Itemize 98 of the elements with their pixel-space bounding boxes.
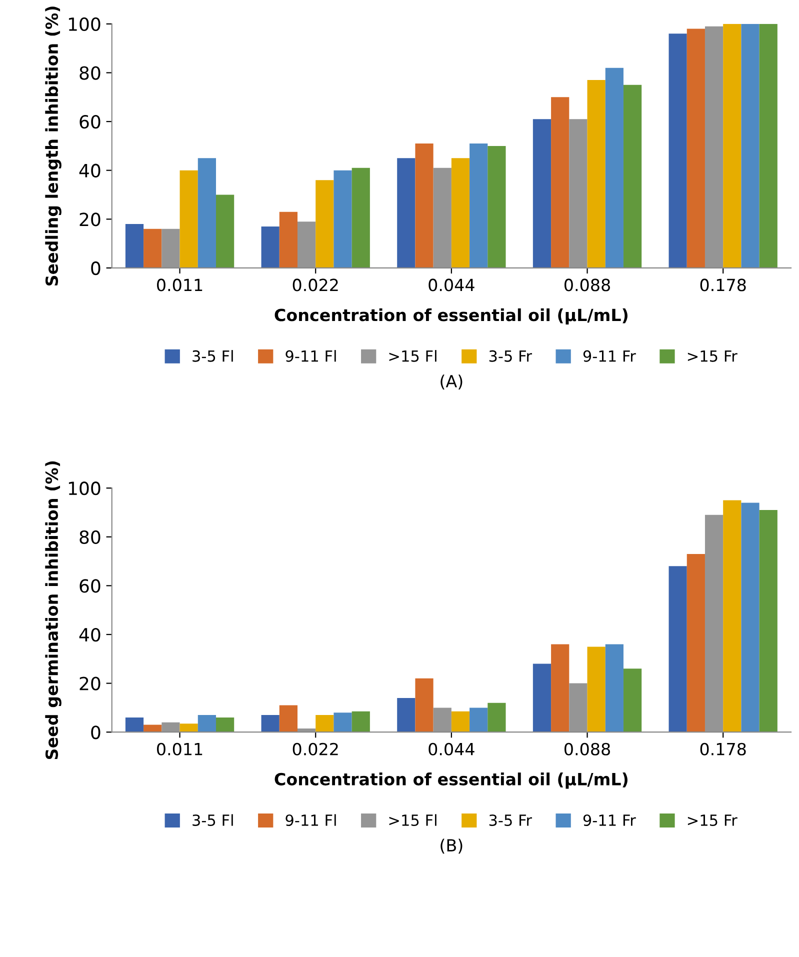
x-tick-label: 0.088: [564, 278, 610, 292]
y-tick-label: 60: [80, 579, 100, 593]
legend-label: >15 Fr: [688, 814, 738, 826]
bar: [433, 708, 452, 732]
y-tick-label: 40: [79, 628, 100, 642]
bar: [162, 722, 180, 732]
bar: [397, 158, 416, 268]
bar: [125, 224, 144, 268]
y-tick-label: 20: [80, 676, 100, 690]
bar: [216, 717, 234, 732]
x-tick-label: 0.178: [700, 742, 746, 756]
bar: [741, 502, 760, 732]
bar: [180, 170, 198, 268]
bar: [180, 724, 198, 732]
bar: [125, 717, 144, 732]
bar: [451, 158, 470, 268]
y-tick-label: 20: [80, 212, 100, 226]
text: (B): [440, 838, 462, 854]
x-tick-label: 0.044: [428, 278, 474, 292]
bar: [668, 566, 687, 732]
x-axis-title: Concentration of essential oil (µL/mL): [274, 772, 628, 789]
bar: [415, 678, 434, 732]
x-tick-label: 0.022: [292, 742, 338, 756]
y-tick-label: 0: [91, 261, 100, 276]
legend-label: 3-5 Fr: [489, 350, 532, 362]
bar: [488, 146, 506, 268]
legend-label: 9-11 Fr: [583, 350, 636, 362]
bar: [686, 554, 705, 732]
legend-label: 3-5 Fr: [489, 814, 532, 826]
bar: [723, 500, 742, 732]
bar: [334, 170, 352, 268]
bar: [587, 80, 606, 268]
bar: [704, 514, 724, 732]
bar: [316, 180, 334, 268]
bar: [198, 715, 216, 732]
y-axis-title: Seedling length inhibition (%): [45, 6, 62, 286]
bar: [686, 28, 705, 268]
x-tick-label: 0.088: [564, 742, 610, 756]
x-tick-label: 0.044: [428, 742, 474, 756]
bar: [759, 510, 778, 732]
y-tick-label: 80: [80, 66, 100, 80]
bar: [605, 68, 624, 268]
bar: [216, 194, 234, 268]
bar: [723, 24, 742, 268]
y-tick-label: 0: [91, 726, 100, 740]
x-tick-label: 0.011: [157, 278, 202, 292]
text: (A): [440, 374, 462, 390]
bar: [279, 212, 298, 268]
bar: [668, 34, 687, 268]
bar: [704, 26, 724, 268]
legend-label: >15 Fl: [389, 814, 436, 826]
legend-label: 3-5 Fl: [192, 350, 233, 362]
bar: [569, 683, 588, 732]
bar: [198, 158, 216, 268]
legend-label: >15 Fr: [688, 350, 738, 362]
bar: [470, 144, 488, 268]
legend-label: 9-11 Fl: [286, 814, 336, 826]
y-tick-label: 100: [68, 482, 100, 496]
y-tick-label: 40: [79, 164, 100, 178]
bar: [759, 24, 778, 268]
bar: [162, 228, 180, 268]
bar: [316, 715, 334, 732]
x-tick-label: 0.011: [157, 742, 202, 756]
x-tick-label: 0.022: [292, 278, 338, 292]
bar: [415, 144, 434, 268]
x-axis-title: Concentration of essential oil (µL/mL): [274, 308, 628, 325]
bar: [397, 698, 416, 732]
bar: [279, 705, 298, 732]
y-tick-label: 80: [80, 530, 100, 544]
bar: [297, 222, 316, 268]
bar: [605, 644, 624, 732]
bar: [352, 711, 370, 732]
y-tick-label: 60: [80, 115, 100, 129]
bar: [261, 715, 280, 732]
bar: [532, 664, 552, 732]
bar: [741, 24, 760, 268]
bar: [587, 646, 606, 732]
bar: [488, 702, 506, 732]
y-tick-label: 100: [68, 17, 100, 32]
bar: [569, 119, 588, 268]
legend-label: >15 Fl: [389, 350, 436, 362]
bar: [623, 84, 642, 268]
bar: [623, 668, 642, 732]
bar: [144, 228, 162, 268]
bar: [433, 168, 452, 268]
bar: [451, 711, 470, 732]
bar: [261, 226, 280, 268]
x-tick-label: 0.178: [700, 278, 746, 292]
legend-label: 3-5 Fl: [192, 814, 233, 826]
bar: [532, 119, 552, 268]
legend-label: 9-11 Fr: [583, 814, 636, 826]
bar: [352, 168, 370, 268]
bar: [551, 97, 570, 268]
bar: [470, 708, 488, 732]
legend-label: 9-11 Fl: [286, 350, 336, 362]
bar: [334, 712, 352, 732]
bar: [551, 644, 570, 732]
y-axis-title: Seed germination inhibition (%): [45, 461, 62, 760]
